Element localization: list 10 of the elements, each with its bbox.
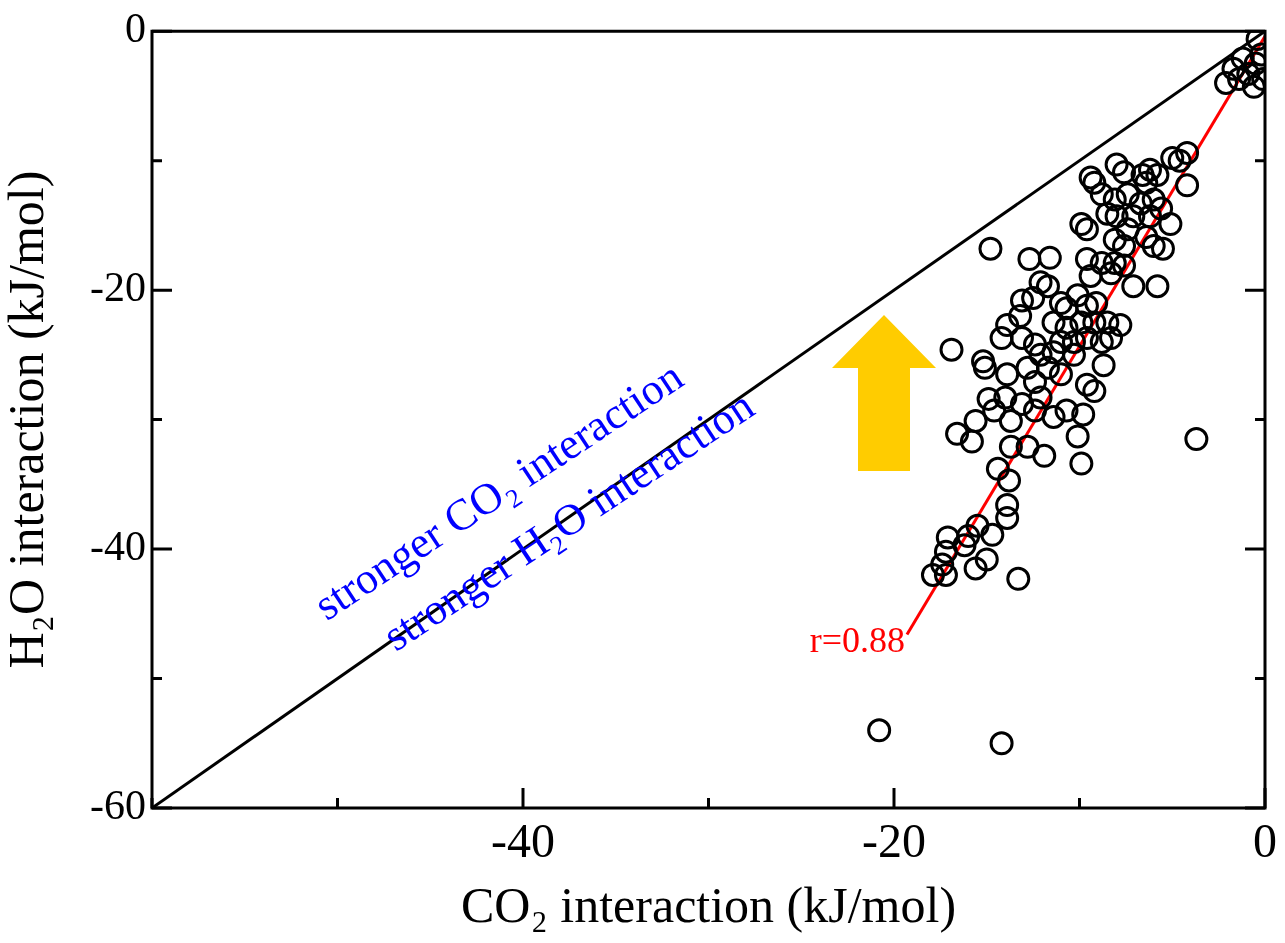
x-tick-label: -40 <box>491 814 555 868</box>
y-tick-label: -20 <box>90 264 146 311</box>
y-axis-title: H₂O interaction (kJ/mol) <box>0 170 55 669</box>
y-tick-label: 0 <box>125 5 146 52</box>
x-tick-label: 0 <box>1253 814 1277 868</box>
x-axis-title: CO₂ interaction (kJ/mol) <box>460 877 957 934</box>
y-tick-label: -60 <box>90 782 146 829</box>
x-tick-label: -20 <box>862 814 926 868</box>
y-tick-label: -40 <box>90 523 146 570</box>
annotation: r=0.88 <box>809 619 905 660</box>
